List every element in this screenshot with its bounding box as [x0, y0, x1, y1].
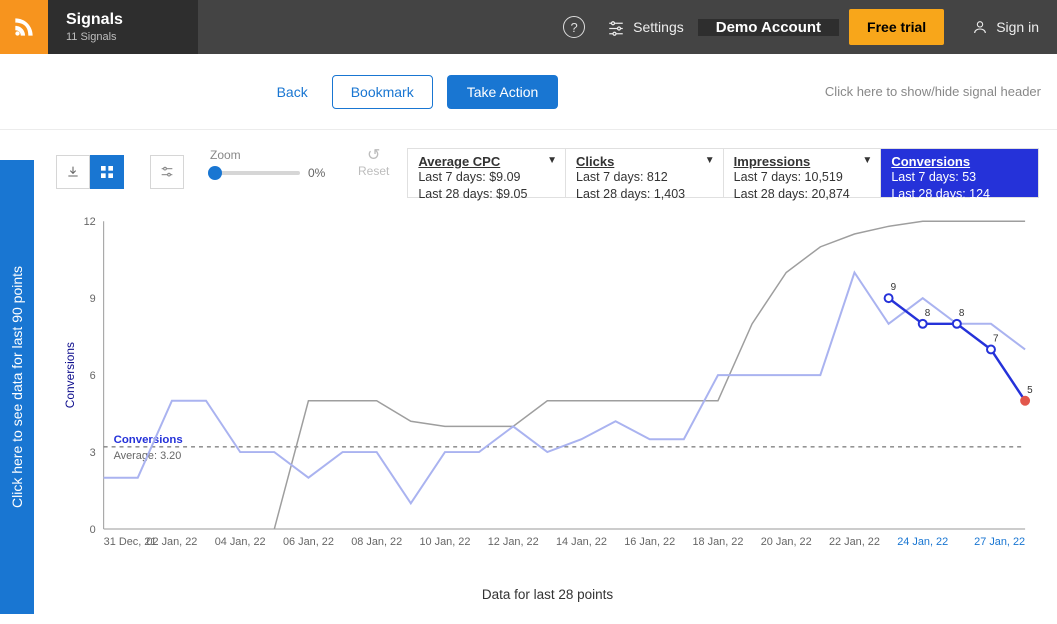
svg-text:Conversions: Conversions: [63, 342, 77, 408]
page-title: Signals: [66, 11, 180, 29]
sign-in-button[interactable]: Sign in: [954, 19, 1057, 35]
svg-text:12: 12: [84, 216, 96, 228]
settings-label: Settings: [633, 19, 684, 35]
metric-clicks[interactable]: ClicksLast 7 days: 812Last 28 days: 1,40…: [566, 149, 724, 197]
svg-text:16 Jan, 22: 16 Jan, 22: [624, 536, 675, 548]
page-title-block: Signals 11 Signals: [48, 0, 198, 54]
svg-text:Conversions: Conversions: [114, 434, 183, 446]
svg-text:22 Jan, 22: 22 Jan, 22: [829, 536, 880, 548]
free-trial-button[interactable]: Free trial: [849, 9, 944, 45]
metric-line2: Last 28 days: 20,874: [734, 186, 871, 203]
chevron-down-icon: ▼: [547, 155, 557, 166]
bookmark-button[interactable]: Bookmark: [332, 75, 433, 109]
chart-wrap: 03691231 Dec, 2102 Jan, 2204 Jan, 2206 J…: [56, 210, 1039, 602]
zoom-control: Zoom 0%: [210, 148, 350, 198]
take-action-button[interactable]: Take Action: [447, 75, 559, 109]
zoom-percent: 0%: [308, 166, 325, 180]
sliders-small-icon: [159, 164, 175, 180]
user-icon: [972, 19, 988, 35]
svg-text:5: 5: [1027, 385, 1033, 396]
sliders-icon: [607, 18, 625, 36]
svg-text:02 Jan, 22: 02 Jan, 22: [146, 536, 197, 548]
metric-title: Clicks: [576, 154, 713, 169]
svg-text:18 Jan, 22: 18 Jan, 22: [692, 536, 743, 548]
grid-icon: [99, 164, 115, 180]
rss-icon: [11, 14, 37, 40]
zoom-thumb[interactable]: [208, 166, 222, 180]
svg-text:0: 0: [90, 524, 96, 536]
download-icon: [65, 164, 81, 180]
spacer: [198, 0, 563, 54]
chart-caption: Data for last 28 points: [56, 587, 1039, 602]
zoom-label: Zoom: [210, 148, 350, 162]
grid-view-button[interactable]: [90, 155, 124, 189]
svg-text:24 Jan, 22: 24 Jan, 22: [897, 536, 948, 548]
page-subtitle: 11 Signals: [66, 31, 180, 43]
undo-icon: ↺: [358, 148, 389, 164]
metric-line1: Last 7 days: $9.09: [418, 169, 555, 186]
toolbar: Back Bookmark Take Action Click here to …: [0, 54, 1057, 130]
metric-line2: Last 28 days: 1,403: [576, 186, 713, 203]
svg-text:12 Jan, 22: 12 Jan, 22: [488, 536, 539, 548]
zoom-slider[interactable]: [210, 171, 300, 175]
svg-text:08 Jan, 22: 08 Jan, 22: [351, 536, 402, 548]
metric-line2: Last 28 days: 124: [891, 186, 1028, 203]
controls-band: Zoom 0% ↺ Reset Average CPCLast 7 days: …: [56, 148, 1039, 198]
metric-title: Conversions: [891, 154, 1028, 169]
back-link[interactable]: Back: [267, 76, 318, 108]
svg-text:3: 3: [90, 447, 96, 459]
svg-text:06 Jan, 22: 06 Jan, 22: [283, 536, 334, 548]
view-toggle-group: [56, 148, 124, 198]
metric-line2: Last 28 days: $9.05: [418, 186, 555, 203]
metric-line1: Last 7 days: 53: [891, 169, 1028, 186]
account-badge: Demo Account: [698, 19, 839, 36]
svg-text:14 Jan, 22: 14 Jan, 22: [556, 536, 607, 548]
svg-text:8: 8: [959, 308, 965, 319]
svg-text:9: 9: [90, 293, 96, 305]
metric-avg_cpc[interactable]: Average CPCLast 7 days: $9.09Last 28 day…: [408, 149, 566, 197]
reset-button[interactable]: ↺ Reset: [358, 148, 389, 198]
filter-button[interactable]: [150, 155, 184, 189]
metric-title: Average CPC: [418, 154, 555, 169]
metric-conversions[interactable]: ConversionsLast 7 days: 53Last 28 days: …: [881, 149, 1038, 197]
main-area: Zoom 0% ↺ Reset Average CPCLast 7 days: …: [0, 130, 1057, 620]
download-button[interactable]: [56, 155, 90, 189]
metric-impressions[interactable]: ImpressionsLast 7 days: 10,519Last 28 da…: [724, 149, 882, 197]
reset-label: Reset: [358, 164, 389, 178]
svg-text:04 Jan, 22: 04 Jan, 22: [215, 536, 266, 548]
metric-title: Impressions: [734, 154, 871, 169]
top-actions: ? Settings Demo Account Free trial Sign …: [563, 0, 1057, 54]
svg-text:9: 9: [891, 282, 897, 293]
conversions-chart: 03691231 Dec, 2102 Jan, 2204 Jan, 2206 J…: [56, 210, 1039, 570]
svg-text:8: 8: [925, 308, 931, 319]
metric-line1: Last 7 days: 812: [576, 169, 713, 186]
settings-button[interactable]: Settings: [607, 18, 684, 36]
toggle-header-hint[interactable]: Click here to show/hide signal header: [825, 84, 1041, 99]
chevron-down-icon: ▼: [862, 155, 872, 166]
svg-text:7: 7: [993, 334, 999, 345]
metric-row: Average CPCLast 7 days: $9.09Last 28 day…: [407, 148, 1039, 198]
svg-text:20 Jan, 22: 20 Jan, 22: [761, 536, 812, 548]
app-logo[interactable]: [0, 0, 48, 54]
sign-in-label: Sign in: [996, 19, 1039, 35]
help-icon[interactable]: ?: [563, 16, 585, 38]
svg-text:27 Jan, 22: 27 Jan, 22: [974, 536, 1025, 548]
toolbar-center: Back Bookmark Take Action: [0, 75, 825, 109]
metric-line1: Last 7 days: 10,519: [734, 169, 871, 186]
topbar: Signals 11 Signals ? Settings Demo Accou…: [0, 0, 1057, 54]
svg-text:10 Jan, 22: 10 Jan, 22: [419, 536, 470, 548]
chevron-down-icon: ▼: [705, 155, 715, 166]
svg-text:6: 6: [90, 370, 96, 382]
